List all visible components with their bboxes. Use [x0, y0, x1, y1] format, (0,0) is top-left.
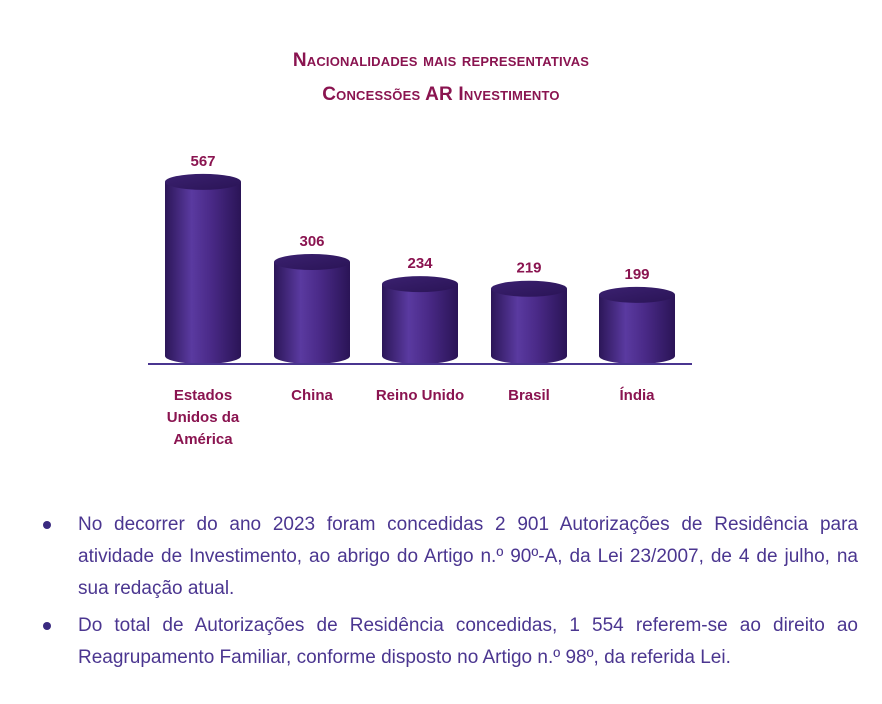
bar: 234 — [382, 255, 458, 364]
data-label: 219 — [516, 260, 541, 277]
note-item: Do total de Autorizações de Residência c… — [40, 610, 858, 674]
category-label: Brasil — [508, 387, 550, 404]
note-item: No decorrer do ano 2023 foram concedidas… — [40, 509, 858, 605]
category-label: Estados Unidos da América — [167, 387, 240, 448]
bullet-icon — [43, 521, 51, 529]
category-label: Índia — [619, 387, 655, 404]
category-label: China — [291, 387, 333, 404]
x-axis-labels: Estados Unidos da América China Reino Unido B… — [167, 387, 655, 448]
bars-group: 567 306 234 219 199 — [165, 153, 675, 364]
bar-body — [274, 262, 350, 364]
data-label: 199 — [624, 266, 649, 283]
notes-list: No decorrer do ano 2023 foram concedidas… — [40, 509, 858, 679]
note-text: Do total de Autorizações de Residência c… — [78, 615, 858, 668]
bullet-icon — [43, 622, 51, 630]
chart-subtitle: Concessões AR Investimento — [322, 84, 560, 105]
data-label: 306 — [299, 233, 324, 250]
data-label: 234 — [407, 255, 433, 272]
bar-top — [599, 286, 675, 303]
data-label: 567 — [190, 153, 215, 170]
bar-top — [491, 280, 567, 297]
note-text: No decorrer do ano 2023 foram concedidas… — [78, 514, 858, 599]
bar: 567 — [165, 153, 241, 364]
bar-top — [274, 254, 350, 271]
bar-chart: 567 306 234 219 199 Estados Unidos da América C… — [148, 153, 692, 448]
bar: 306 — [274, 233, 350, 364]
category-label: Reino Unido — [376, 387, 464, 404]
bar-top — [382, 276, 458, 293]
bar-body — [382, 284, 458, 364]
chart-title: Nacionalidades mais representativas — [292, 50, 590, 71]
bar: 199 — [599, 266, 675, 364]
bar-body — [491, 288, 567, 364]
bar-body — [599, 294, 675, 364]
bar-body — [165, 181, 241, 364]
bar-top — [165, 173, 241, 190]
bar: 219 — [491, 260, 567, 364]
